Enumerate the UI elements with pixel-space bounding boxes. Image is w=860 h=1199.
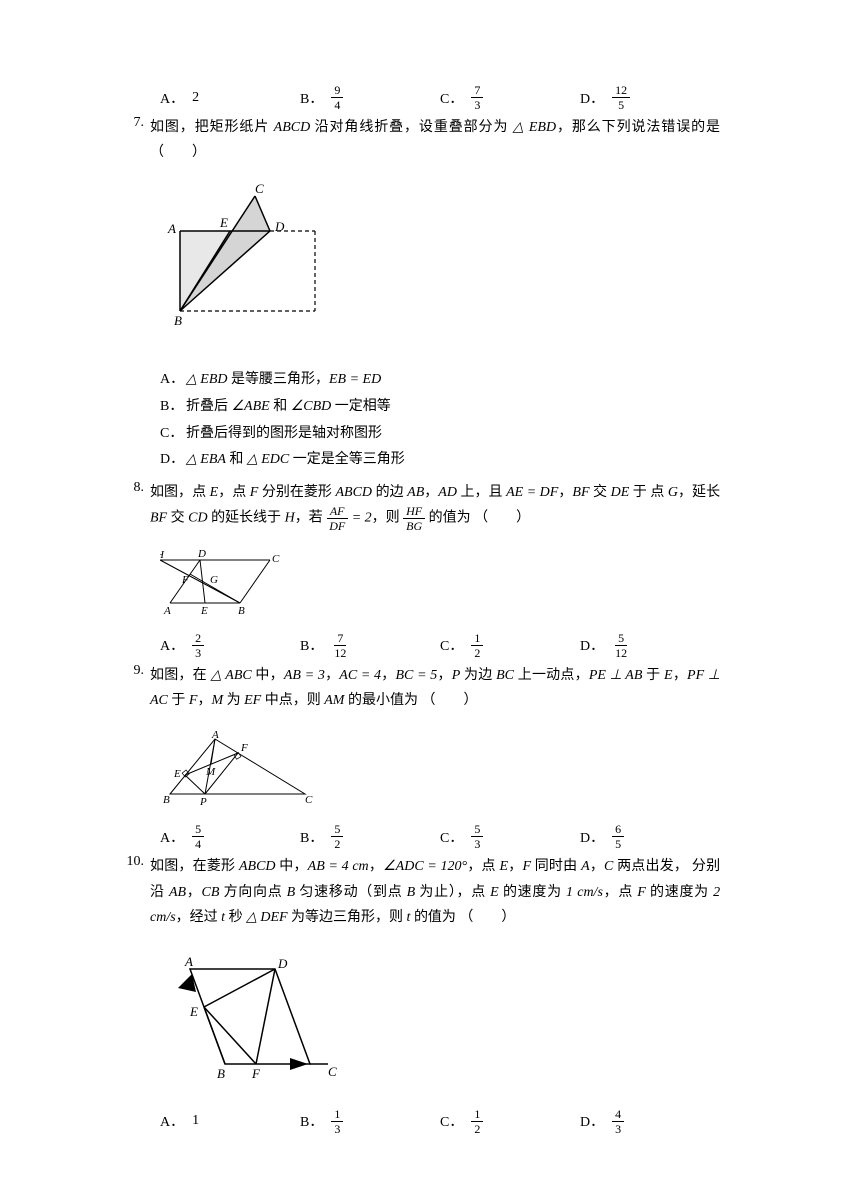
q6-options: A． 2 B． 94 C． 73 D． 125 — [160, 84, 720, 111]
svg-text:H: H — [160, 549, 165, 561]
q7-opt-d: D．△ EBA 和 △ EDC 一定是全等三角形 — [160, 447, 720, 474]
fraction: 125 — [612, 84, 630, 111]
question-text: 如图，在菱形 ABCD 中，AB = 4 cm，∠ADC = 120°，点 E，… — [150, 854, 720, 930]
q9: 9. 如图，在 △ ABC 中，AB = 3，AC = 4，BC = 5，P 为… — [120, 663, 720, 713]
q10-figure: A B C D E F — [160, 954, 720, 1084]
question-number: 9. — [120, 663, 144, 713]
q8: 8. 如图，点 E，点 F 分别在菱形 ABCD 的边 AB，AD 上，且 AE… — [120, 480, 720, 532]
fraction: HFBG — [403, 505, 425, 532]
svg-text:E: E — [219, 215, 228, 230]
opt-value: 2 — [192, 90, 199, 106]
q8-opt-c: C．12 — [440, 632, 580, 659]
svg-text:D: D — [197, 548, 206, 560]
opt-label: C． — [440, 88, 463, 108]
q10: 10. 如图，在菱形 ABCD 中，AB = 4 cm，∠ADC = 120°，… — [120, 854, 720, 930]
question-number: 8. — [120, 480, 144, 532]
q8-opt-b: B．712 — [300, 632, 440, 659]
svg-text:P: P — [199, 796, 207, 807]
q6-opt-c: C． 73 — [440, 84, 580, 111]
question-number: 10. — [120, 854, 144, 930]
q9-opt-c: C．53 — [440, 823, 580, 850]
svg-text:F: F — [251, 1066, 261, 1081]
svg-text:G: G — [210, 574, 218, 586]
svg-text:C: C — [328, 1064, 337, 1079]
q9-options: A．54 B．52 C．53 D．65 — [160, 823, 720, 850]
svg-text:F: F — [240, 742, 248, 754]
question-number: 7. — [120, 115, 144, 165]
q6-opt-b: B． 94 — [300, 84, 440, 111]
q8-options: A．23 B．712 C．12 D．512 — [160, 632, 720, 659]
q8-figure: A B C D E F G H — [160, 548, 720, 616]
q7-figure: A B C D E — [160, 181, 720, 351]
q9-figure: A B C E F M P — [160, 729, 720, 807]
q8-opt-a: A．23 — [160, 632, 300, 659]
q7-opt-a: A．△ EBD 是等腰三角形，EB = ED — [160, 367, 720, 394]
fraction: 73 — [471, 84, 483, 111]
svg-text:C: C — [305, 794, 313, 806]
q8-opt-d: D．512 — [580, 632, 720, 659]
svg-text:E: E — [173, 768, 181, 780]
svg-text:B: B — [238, 605, 245, 616]
svg-text:A: A — [167, 221, 176, 236]
svg-text:M: M — [205, 766, 216, 778]
svg-text:C: C — [255, 181, 264, 196]
question-text: 如图，把矩形纸片 ABCD 沿对角线折叠，设重叠部分为 △ EBD，那么下列说法… — [150, 115, 720, 165]
fraction: 94 — [331, 84, 343, 111]
q7-options: A．△ EBD 是等腰三角形，EB = ED B．折叠后 ∠ABE 和 ∠CBD… — [160, 367, 720, 473]
opt-label: A． — [160, 88, 184, 108]
q9-opt-d: D．65 — [580, 823, 720, 850]
q6-opt-a: A． 2 — [160, 84, 300, 111]
q10-opt-a: A．1 — [160, 1108, 300, 1135]
q7: 7. 如图，把矩形纸片 ABCD 沿对角线折叠，设重叠部分为 △ EBD，那么下… — [120, 115, 720, 165]
svg-text:D: D — [277, 956, 288, 971]
svg-text:B: B — [217, 1066, 225, 1081]
svg-text:E: E — [189, 1004, 198, 1019]
opt-label: B． — [300, 88, 323, 108]
svg-text:D: D — [274, 219, 285, 234]
question-text: 如图，在 △ ABC 中，AB = 3，AC = 4，BC = 5，P 为边 B… — [150, 663, 720, 713]
q10-opt-d: D．43 — [580, 1108, 720, 1135]
q7-opt-c: C．折叠后得到的图形是轴对称图形 — [160, 421, 720, 448]
svg-text:F: F — [181, 574, 189, 586]
q7-opt-b: B．折叠后 ∠ABE 和 ∠CBD 一定相等 — [160, 394, 720, 421]
fraction: AFDF — [326, 505, 348, 532]
question-text: 如图，点 E，点 F 分别在菱形 ABCD 的边 AB，AD 上，且 AE = … — [150, 480, 720, 532]
svg-text:A: A — [163, 605, 171, 616]
svg-text:A: A — [211, 729, 219, 741]
q10-opt-b: B．13 — [300, 1108, 440, 1135]
svg-text:C: C — [272, 553, 280, 565]
svg-text:B: B — [163, 794, 170, 806]
svg-text:E: E — [200, 605, 208, 616]
q10-opt-c: C．12 — [440, 1108, 580, 1135]
q9-opt-a: A．54 — [160, 823, 300, 850]
svg-text:B: B — [174, 313, 182, 328]
q10-options: A．1 B．13 C．12 D．43 — [160, 1108, 720, 1135]
svg-text:A: A — [184, 954, 193, 969]
q6-opt-d: D． 125 — [580, 84, 720, 111]
opt-label: D． — [580, 88, 604, 108]
q9-opt-b: B．52 — [300, 823, 440, 850]
